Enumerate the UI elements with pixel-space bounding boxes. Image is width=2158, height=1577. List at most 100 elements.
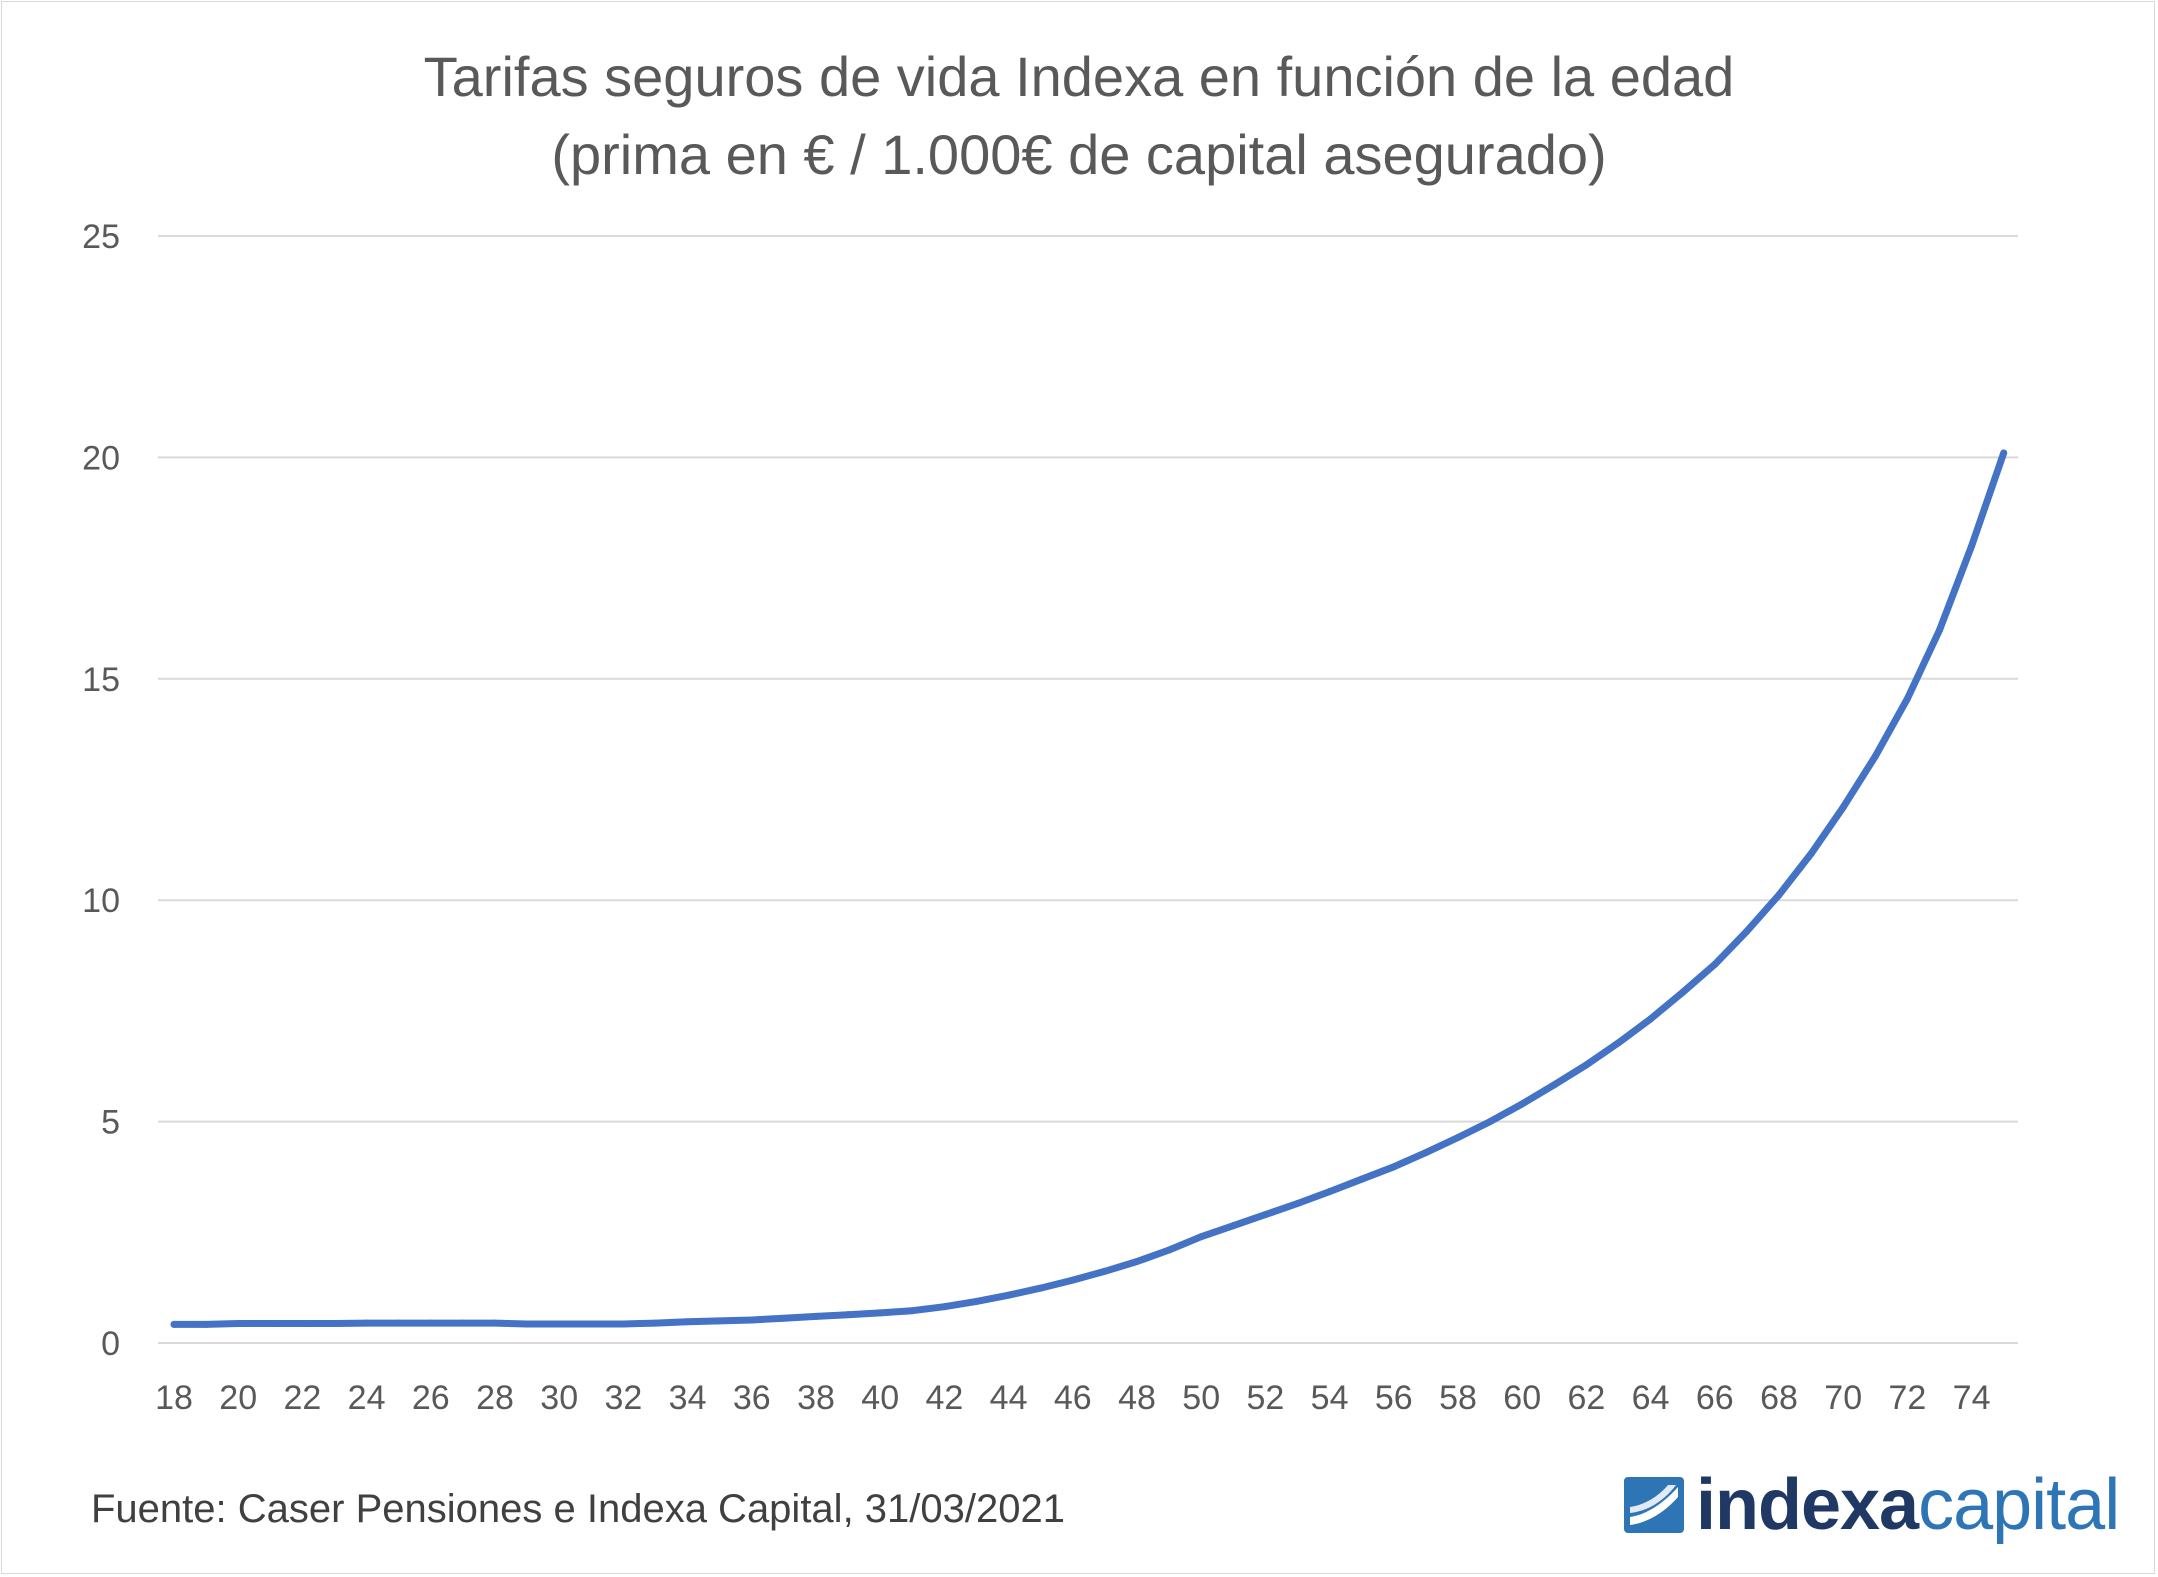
x-tick-label: 46 — [1054, 1379, 1092, 1417]
logo-text-bold: indexa — [1696, 1465, 1919, 1545]
x-tick-label: 26 — [412, 1379, 450, 1417]
x-tick-label: 64 — [1632, 1379, 1670, 1417]
data-point — [1261, 1211, 1269, 1219]
source-note: Fuente: Caser Pensiones e Indexa Capital… — [91, 1487, 1065, 1531]
data-point — [1518, 1100, 1526, 1108]
data-point — [812, 1312, 820, 1320]
data-point — [1486, 1118, 1494, 1126]
data-point — [1968, 542, 1976, 550]
data-point — [1903, 695, 1911, 703]
x-tick-label: 34 — [669, 1379, 707, 1417]
data-point — [1871, 752, 1879, 760]
y-tick-label: 20 — [82, 439, 120, 477]
x-tick-label: 74 — [1953, 1379, 1991, 1417]
x-tick-label: 56 — [1375, 1379, 1413, 1417]
y-tick-label: 0 — [101, 1325, 120, 1363]
data-point — [1775, 891, 1783, 899]
data-point — [1037, 1284, 1045, 1292]
x-tick-label: 20 — [219, 1379, 257, 1417]
logo-wordmark: indexacapital — [1696, 1469, 2120, 1541]
data-point — [684, 1318, 692, 1326]
data-point — [1743, 927, 1751, 935]
data-point — [1582, 1061, 1590, 1069]
data-point — [1101, 1267, 1109, 1275]
data-point — [1197, 1233, 1205, 1241]
data-point — [1358, 1175, 1366, 1183]
x-tick-label: 28 — [476, 1379, 514, 1417]
data-point — [1229, 1222, 1237, 1230]
data-point — [1615, 1039, 1622, 1047]
data-point — [1454, 1134, 1462, 1142]
data-point — [1326, 1188, 1334, 1196]
data-point — [2000, 449, 2008, 457]
data-point — [973, 1297, 980, 1305]
y-axis-ticks: 0 5 10 15 20 25 — [82, 218, 120, 1363]
x-tick-label: 44 — [990, 1379, 1028, 1417]
data-point — [331, 1320, 338, 1328]
data-point — [234, 1320, 242, 1328]
data-point — [170, 1320, 178, 1328]
y-tick-label: 10 — [82, 882, 120, 920]
gridlines — [158, 235, 2018, 1344]
data-point — [1390, 1163, 1398, 1171]
data-point — [1807, 850, 1815, 858]
data-point — [1711, 960, 1719, 968]
data-point — [395, 1319, 403, 1327]
data-point — [523, 1320, 531, 1328]
data-point — [1839, 803, 1847, 811]
x-tick-label: 62 — [1567, 1379, 1605, 1417]
x-tick-label: 40 — [861, 1379, 899, 1417]
indexa-logo-icon — [1624, 1477, 1684, 1533]
x-tick-label: 70 — [1824, 1379, 1862, 1417]
data-point — [587, 1320, 595, 1328]
x-tick-label: 66 — [1696, 1379, 1734, 1417]
chart-title: Tarifas seguros de vida Indexa en funció… — [0, 38, 2158, 194]
data-point — [908, 1307, 916, 1315]
data-point — [491, 1319, 499, 1327]
data-point — [1647, 1015, 1655, 1023]
x-axis-ticks: 18 20 22 24 26 28 30 32 34 36 38 40 42 44 46 48 50 52 54 56… — [155, 1379, 1990, 1417]
x-tick-label: 38 — [797, 1379, 835, 1417]
data-point — [266, 1320, 274, 1328]
x-tick-label: 60 — [1503, 1379, 1541, 1417]
x-tick-label: 30 — [540, 1379, 578, 1417]
x-tick-label: 42 — [925, 1379, 963, 1417]
x-tick-label: 22 — [283, 1379, 321, 1417]
y-tick-label: 15 — [82, 661, 120, 699]
x-tick-label: 72 — [1888, 1379, 1926, 1417]
logo-text-light: capital — [1918, 1465, 2120, 1545]
data-point — [363, 1319, 371, 1327]
x-tick-label: 58 — [1439, 1379, 1477, 1417]
x-tick-label: 48 — [1118, 1379, 1156, 1417]
chart-subtitle-line: (prima en € / 1.000€ de capital asegurad… — [551, 123, 1607, 186]
x-tick-label: 18 — [155, 1379, 193, 1417]
data-point — [748, 1316, 756, 1324]
data-point — [1294, 1200, 1301, 1208]
data-point — [1422, 1149, 1430, 1157]
data-point — [459, 1319, 467, 1327]
data-point — [202, 1320, 210, 1328]
data-point — [844, 1311, 852, 1319]
y-tick-label: 25 — [82, 218, 120, 256]
data-point — [427, 1319, 435, 1327]
data-point — [298, 1320, 306, 1328]
x-tick-label: 68 — [1760, 1379, 1798, 1417]
indexa-capital-logo: indexacapital — [1624, 1469, 2120, 1541]
x-tick-label: 54 — [1311, 1379, 1349, 1417]
chart-title-line: Tarifas seguros de vida Indexa en funció… — [423, 45, 1735, 108]
series-line-0 — [170, 449, 2008, 1328]
x-tick-label: 52 — [1246, 1379, 1284, 1417]
x-tick-label: 24 — [348, 1379, 386, 1417]
data-point — [1069, 1276, 1077, 1284]
data-point — [652, 1319, 659, 1327]
data-point — [555, 1320, 563, 1328]
x-tick-label: 36 — [733, 1379, 771, 1417]
data-point — [716, 1317, 724, 1325]
x-tick-label: 50 — [1182, 1379, 1220, 1417]
data-point — [1005, 1291, 1013, 1299]
y-tick-label: 5 — [101, 1104, 120, 1142]
data-point — [1550, 1081, 1558, 1089]
data-point — [940, 1303, 948, 1311]
